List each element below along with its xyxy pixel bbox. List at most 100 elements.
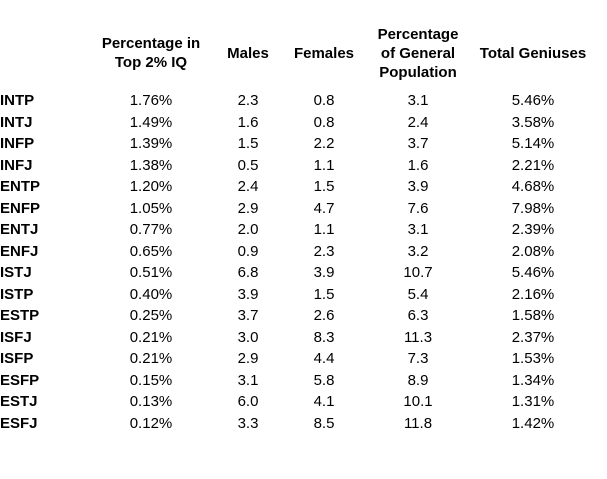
top2-iq-value-cell: 0.65% [129,242,173,260]
males-value-cell: 3.9 [237,285,259,303]
col-header-type [0,16,95,90]
males-value-cell: 1.5 [237,135,259,152]
table-row: INFJ 1.38% 0.5 1.1 1.6 2.21% [0,155,589,177]
females-value-cell: 8.5 [313,414,335,432]
total-geniuses-value-cell: 1.31% [511,393,555,410]
personality-type-cell: ESFP [0,371,40,389]
col-header-total-geniuses: Total Geniuses [479,44,587,62]
males-value-cell: 2.9 [237,199,259,217]
personality-type-cell: INTJ [0,113,33,131]
females-value-cell: 0.8 [313,92,335,109]
females-value-cell: 4.7 [313,199,335,217]
table-row: ENTJ 0.77% 2.0 1.1 3.1 2.39% [0,219,589,241]
general-population-value-cell: 8.9 [407,371,429,389]
general-population-value-cell: 3.2 [407,242,429,260]
general-population-value-cell: 10.7 [403,264,433,281]
males-value-cell: 3.1 [237,371,259,389]
males-value-cell: 2.9 [237,350,259,367]
table-row: ISTJ 0.51% 6.8 3.9 10.7 5.46% [0,262,589,284]
females-value-cell: 1.1 [313,156,335,174]
general-population-value-cell: 3.9 [407,178,429,195]
top2-iq-value-cell: 1.05% [129,199,173,217]
total-geniuses-value-cell: 2.16% [511,285,555,303]
general-population-value-cell: 10.1 [403,393,433,410]
top2-iq-value-cell: 0.77% [129,221,173,238]
table-row: ISFP 0.21% 2.9 4.4 7.3 1.53% [0,348,589,370]
personality-type-cell: ESTP [0,307,40,324]
personality-type-cell: ISFJ [0,328,32,346]
males-value-cell: 1.6 [237,113,259,131]
table-row: ISTP 0.40% 3.9 1.5 5.4 2.16% [0,284,589,306]
general-population-value-cell: 3.7 [407,135,429,152]
females-value-cell: 8.3 [313,328,335,346]
males-value-cell: 2.0 [237,221,259,238]
top2-iq-value-cell: 0.40% [129,285,173,303]
general-population-value-cell: 2.4 [407,113,429,131]
col-header-general-population: Percentage of General Population [377,25,459,81]
total-geniuses-value-cell: 7.98% [511,199,555,217]
total-geniuses-value-cell: 5.46% [511,92,555,109]
females-value-cell: 4.1 [313,393,335,410]
males-value-cell: 3.7 [237,307,259,324]
table-row: ENFP 1.05% 2.9 4.7 7.6 7.98% [0,198,589,220]
total-geniuses-value-cell: 1.58% [511,307,555,324]
males-value-cell: 6.8 [237,264,259,281]
males-value-cell: 3.3 [237,414,259,432]
females-value-cell: 5.8 [313,371,335,389]
females-value-cell: 2.6 [313,307,335,324]
total-geniuses-value-cell: 2.37% [511,328,555,346]
females-value-cell: 2.2 [313,135,335,152]
personality-type-cell: ISTP [0,285,34,303]
personality-type-cell: ENTJ [0,221,39,238]
col-header-percentage-top2-iq: Percentage in Top 2% IQ [101,35,201,71]
top2-iq-value-cell: 1.49% [129,113,173,131]
top2-iq-value-cell: 0.25% [129,307,173,324]
top2-iq-value-cell: 0.51% [129,264,173,281]
table-row: ESFP 0.15% 3.1 5.8 8.9 1.34% [0,370,589,392]
header-row: Percentage in Top 2% IQ Males Females Pe… [0,16,589,90]
table-row: INTJ 1.49% 1.6 0.8 2.4 3.58% [0,112,589,134]
top2-iq-value-cell: 0.21% [129,350,173,367]
personality-type-cell: ENFP [0,199,41,217]
mbti-genius-table: Percentage in Top 2% IQ Males Females Pe… [0,16,589,434]
top2-iq-value-cell: 0.12% [129,414,173,432]
general-population-value-cell: 5.4 [407,285,429,303]
total-geniuses-value-cell: 4.68% [511,178,555,195]
personality-type-cell: ENTP [0,178,41,195]
total-geniuses-value-cell: 2.21% [511,156,555,174]
table-body: INTP 1.76% 2.3 0.8 3.1 5.46% INTJ 1.49% … [0,90,589,434]
table-row: INTP 1.76% 2.3 0.8 3.1 5.46% [0,90,589,112]
males-value-cell: 0.5 [237,156,259,174]
col-header-females: Females [293,44,355,62]
table-row: ESTJ 0.13% 6.0 4.1 10.1 1.31% [0,391,589,413]
top2-iq-value-cell: 1.76% [129,92,173,109]
total-geniuses-value-cell: 1.53% [511,350,555,367]
total-geniuses-value-cell: 2.39% [511,221,555,238]
table-row: ESTP 0.25% 3.7 2.6 6.3 1.58% [0,305,589,327]
personality-type-cell: INFJ [0,156,33,174]
total-geniuses-value-cell: 3.58% [511,113,555,131]
table-row: ISFJ 0.21% 3.0 8.3 11.3 2.37% [0,327,589,349]
general-population-value-cell: 1.6 [407,156,429,174]
males-value-cell: 6.0 [237,393,259,410]
top2-iq-value-cell: 1.39% [129,135,173,152]
top2-iq-value-cell: 1.38% [129,156,173,174]
general-population-value-cell: 11.8 [403,414,433,432]
table-row: ENFJ 0.65% 0.9 2.3 3.2 2.08% [0,241,589,263]
males-value-cell: 0.9 [237,242,259,260]
total-geniuses-value-cell: 1.42% [511,414,555,432]
general-population-value-cell: 11.3 [403,328,433,346]
table-row: INFP 1.39% 1.5 2.2 3.7 5.14% [0,133,589,155]
males-value-cell: 3.0 [237,328,259,346]
females-value-cell: 1.1 [313,221,335,238]
females-value-cell: 0.8 [313,113,335,131]
top2-iq-value-cell: 0.21% [129,328,173,346]
table-row: ENTP 1.20% 2.4 1.5 3.9 4.68% [0,176,589,198]
table-header: Percentage in Top 2% IQ Males Females Pe… [0,16,589,90]
general-population-value-cell: 3.1 [407,92,429,109]
total-geniuses-value-cell: 2.08% [511,242,555,260]
females-value-cell: 1.5 [313,285,335,303]
personality-type-cell: ISFP [0,350,34,367]
females-value-cell: 3.9 [313,264,335,281]
